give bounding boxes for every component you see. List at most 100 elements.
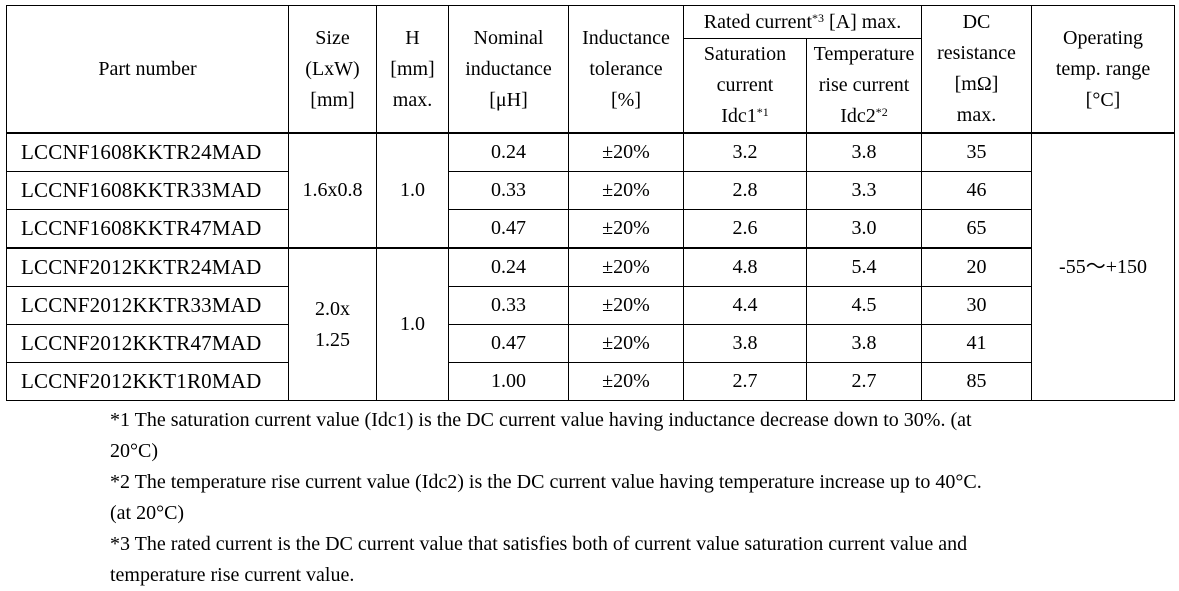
header-dc-resistance: DC resistance [mΩ] max. — [921, 5, 1033, 134]
size-cell: 2.0x 1.25 — [288, 247, 377, 401]
header-h-line1: H — [405, 26, 420, 49]
dc-resistance-cell: 20 — [921, 247, 1033, 287]
nominal-cell: 0.24 — [448, 132, 569, 172]
dc-resistance-cell: 85 — [921, 362, 1033, 401]
header-nominal-line2: inductance — [465, 57, 552, 80]
nominal-cell: 0.47 — [448, 209, 569, 249]
nominal-cell: 1.00 — [448, 362, 569, 401]
tolerance-cell: ±20% — [568, 286, 684, 325]
footnote-line: temperature rise current value. — [110, 564, 355, 586]
header-size-line3: [mm] — [310, 88, 355, 111]
footnotes: *1 The saturation current value (Idc1) i… — [110, 405, 1110, 591]
table-header: Part number Size (LxW) [mm] H [mm] max. … — [6, 5, 1176, 134]
nominal-cell: 0.33 — [448, 171, 569, 210]
header-h: H [mm] max. — [376, 5, 449, 134]
header-saturation-line1: Saturation — [703, 43, 787, 65]
header-h-line3: max. — [392, 88, 433, 111]
spec-table: Part number Size (LxW) [mm] H [mm] max. … — [6, 5, 1176, 401]
dc-resistance-cell: 35 — [921, 132, 1033, 172]
header-temperature-footnote-ref: *2 — [875, 105, 888, 119]
nominal-cell: 0.24 — [448, 247, 569, 287]
idc1-cell: 4.4 — [683, 286, 807, 325]
header-inductance-tolerance: Inductance tolerance [%] — [568, 5, 684, 134]
dc-resistance-cell: 46 — [921, 171, 1033, 210]
nominal-cell: 0.33 — [448, 286, 569, 325]
operating-range-cell: -55～+150 — [1031, 132, 1176, 401]
table-row: LCCNF1608KKTR33MAD 0.33 ±20% 2.8 3.3 46 — [6, 171, 1175, 210]
part-number-cell: LCCNF2012KKTR33MAD — [6, 286, 289, 325]
header-saturation-footnote-ref: *1 — [756, 105, 769, 119]
header-dc-line3: [mΩ] — [954, 73, 999, 95]
header-dc-line4: max. — [956, 104, 997, 126]
part-number-cell: LCCNF2012KKTR24MAD — [6, 247, 289, 287]
header-rated-current: Rated current*3 [A] max. — [682, 5, 923, 39]
idc2-cell: 5.4 — [805, 247, 923, 287]
header-tolerance-line3: [%] — [611, 88, 641, 111]
idc1-cell: 2.8 — [683, 171, 807, 210]
header-size: Size (LxW) [mm] — [288, 5, 377, 134]
header-temperature-line1: Temperature — [813, 43, 915, 65]
header-h-line2: [mm] — [390, 57, 435, 80]
header-tolerance-line2: tolerance — [589, 57, 663, 80]
size-value-line1: 2.0x — [315, 297, 350, 320]
h-cell: 1.0 — [376, 247, 449, 401]
header-saturation-line3: Idc1 — [721, 105, 757, 127]
nominal-cell: 0.47 — [448, 324, 569, 363]
part-number-cell: LCCNF1608KKTR47MAD — [6, 209, 289, 249]
idc1-cell: 3.2 — [683, 132, 807, 172]
size-value: 1.6x0.8 — [302, 179, 363, 201]
tolerance-cell: ±20% — [568, 132, 684, 172]
h-cell: 1.0 — [376, 132, 449, 249]
header-size-line2: (LxW) — [305, 57, 360, 80]
idc2-cell: 3.0 — [805, 209, 923, 249]
header-saturation-current: Saturation current Idc1*1 — [683, 38, 807, 134]
tolerance-cell: ±20% — [568, 362, 684, 401]
header-temperature-line3: Idc2 — [840, 105, 876, 127]
idc2-cell: 3.3 — [805, 171, 923, 210]
table-row: LCCNF2012KKTR47MAD 0.47 ±20% 3.8 3.8 41 — [6, 324, 1175, 363]
footnote-line: *1 The saturation current value (Idc1) i… — [110, 409, 972, 431]
dc-resistance-cell: 65 — [921, 209, 1033, 249]
table-row: LCCNF2012KKTR24MAD 2.0x 1.25 1.0 0.24 ±20… — [6, 247, 1175, 401]
header-nominal-inductance: Nominal inductance [μH] — [448, 5, 569, 134]
header-size-line1: Size — [315, 26, 350, 49]
header-operating-line3: [°C] — [1085, 88, 1121, 111]
dc-resistance-cell: 41 — [921, 324, 1033, 363]
size-value-line2: 1.25 — [315, 328, 350, 351]
part-number-cell: LCCNF1608KKTR33MAD — [6, 171, 289, 210]
header-operating-temp: Operating temp. range [°C] — [1031, 5, 1176, 134]
footnote-line: (at 20°C) — [110, 502, 185, 524]
header-dc-line2: resistance — [937, 42, 1016, 64]
idc1-cell: 3.8 — [683, 324, 807, 363]
table-body: LCCNF1608KKTR24MAD 1.6x0.8 1.0 0.24 ±20%… — [6, 132, 1176, 401]
idc2-cell: 3.8 — [805, 324, 923, 363]
header-part-number: Part number — [6, 5, 289, 134]
header-rated-current-label: Rated current — [703, 11, 813, 33]
header-temperature-rise-current: Temperature rise current Idc2*2 — [805, 38, 923, 134]
header-temperature-line2: rise current — [818, 74, 910, 96]
header-nominal-line3: [μH] — [489, 88, 528, 111]
part-number-cell: LCCNF2012KKTR47MAD — [6, 324, 289, 363]
header-operating-line2: temp. range — [1055, 57, 1151, 80]
tolerance-cell: ±20% — [568, 247, 684, 287]
footnote-line: *3 The rated current is the DC current v… — [110, 533, 968, 555]
footnote-line: 20°C) — [110, 440, 158, 462]
tolerance-cell: ±20% — [568, 209, 684, 249]
idc1-cell: 4.8 — [683, 247, 807, 287]
header-part-number-label: Part number — [98, 57, 197, 80]
footnote-line: *2 The temperature rise current value (I… — [110, 471, 982, 493]
table-row: LCCNF2012KKT1R0MAD 1.00 ±20% 2.7 2.7 85 — [6, 362, 1175, 401]
tolerance-cell: ±20% — [568, 171, 684, 210]
header-nominal-line1: Nominal — [473, 26, 544, 49]
header-rated-current-unit: [A] max. — [824, 11, 902, 33]
idc1-cell: 2.6 — [683, 209, 807, 249]
table-row: LCCNF2012KKTR33MAD 0.33 ±20% 4.4 4.5 30 — [6, 286, 1175, 325]
idc2-cell: 2.7 — [805, 362, 923, 401]
tolerance-cell: ±20% — [568, 324, 684, 363]
header-tolerance-line1: Inductance — [582, 26, 670, 49]
part-number-cell: LCCNF2012KKT1R0MAD — [6, 362, 289, 401]
idc2-cell: 3.8 — [805, 132, 923, 172]
idc1-cell: 2.7 — [683, 362, 807, 401]
header-rated-current-footnote-ref: *3 — [812, 11, 825, 25]
header-dc-line1: DC — [962, 11, 991, 33]
